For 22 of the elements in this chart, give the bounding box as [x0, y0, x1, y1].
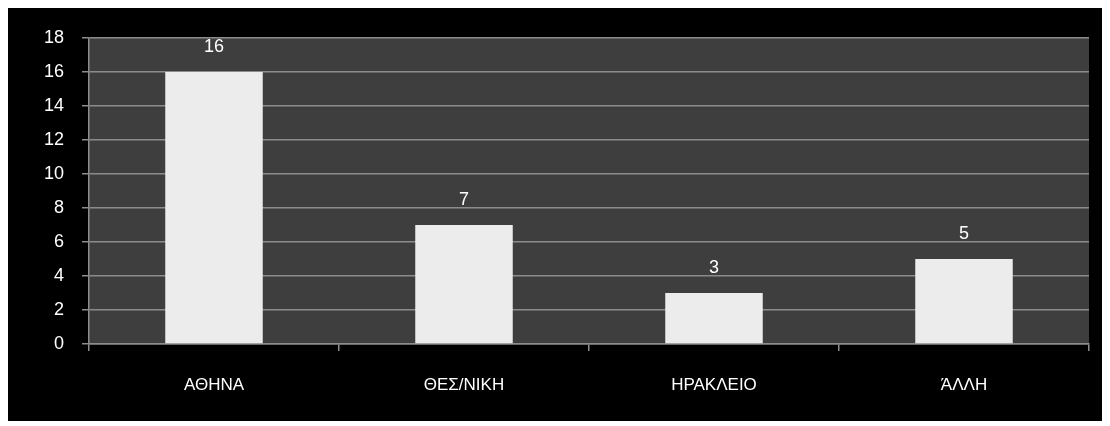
data-label: 5	[958, 222, 970, 243]
y-tick-label: 16	[43, 60, 64, 81]
bar	[665, 293, 763, 344]
y-tick-label: 8	[53, 196, 64, 217]
data-label: 7	[458, 188, 470, 209]
data-label: 3	[708, 256, 720, 277]
x-tick-label: ΘΕΣ/ΝΙΚΗ	[423, 374, 505, 394]
y-tick-label: 14	[43, 94, 64, 115]
bar	[415, 225, 513, 344]
bar	[165, 72, 263, 344]
y-tick-label: 0	[53, 332, 64, 353]
data-label: 16	[203, 35, 225, 56]
x-tick-label: ΆΛΛΗ	[940, 374, 988, 394]
bar	[915, 259, 1013, 344]
y-tick-label: 18	[43, 26, 64, 47]
y-tick-label: 4	[53, 264, 64, 285]
y-tick-label: 6	[53, 230, 64, 251]
x-tick-label: ΗΡΑΚΛΕΙΟ	[671, 374, 757, 394]
y-tick-label: 2	[53, 298, 64, 319]
y-tick-label: 12	[43, 128, 64, 149]
y-tick-label: 10	[43, 162, 64, 183]
x-tick-label: ΑΘΗΝΑ	[183, 374, 245, 394]
